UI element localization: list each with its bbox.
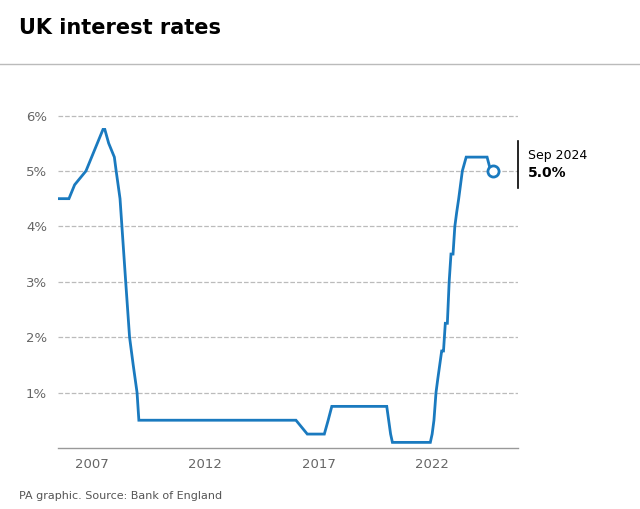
Text: PA graphic. Source: Bank of England: PA graphic. Source: Bank of England xyxy=(19,491,222,501)
Text: 5.0%: 5.0% xyxy=(528,166,566,180)
Text: Sep 2024: Sep 2024 xyxy=(528,149,587,162)
Text: UK interest rates: UK interest rates xyxy=(19,18,221,38)
